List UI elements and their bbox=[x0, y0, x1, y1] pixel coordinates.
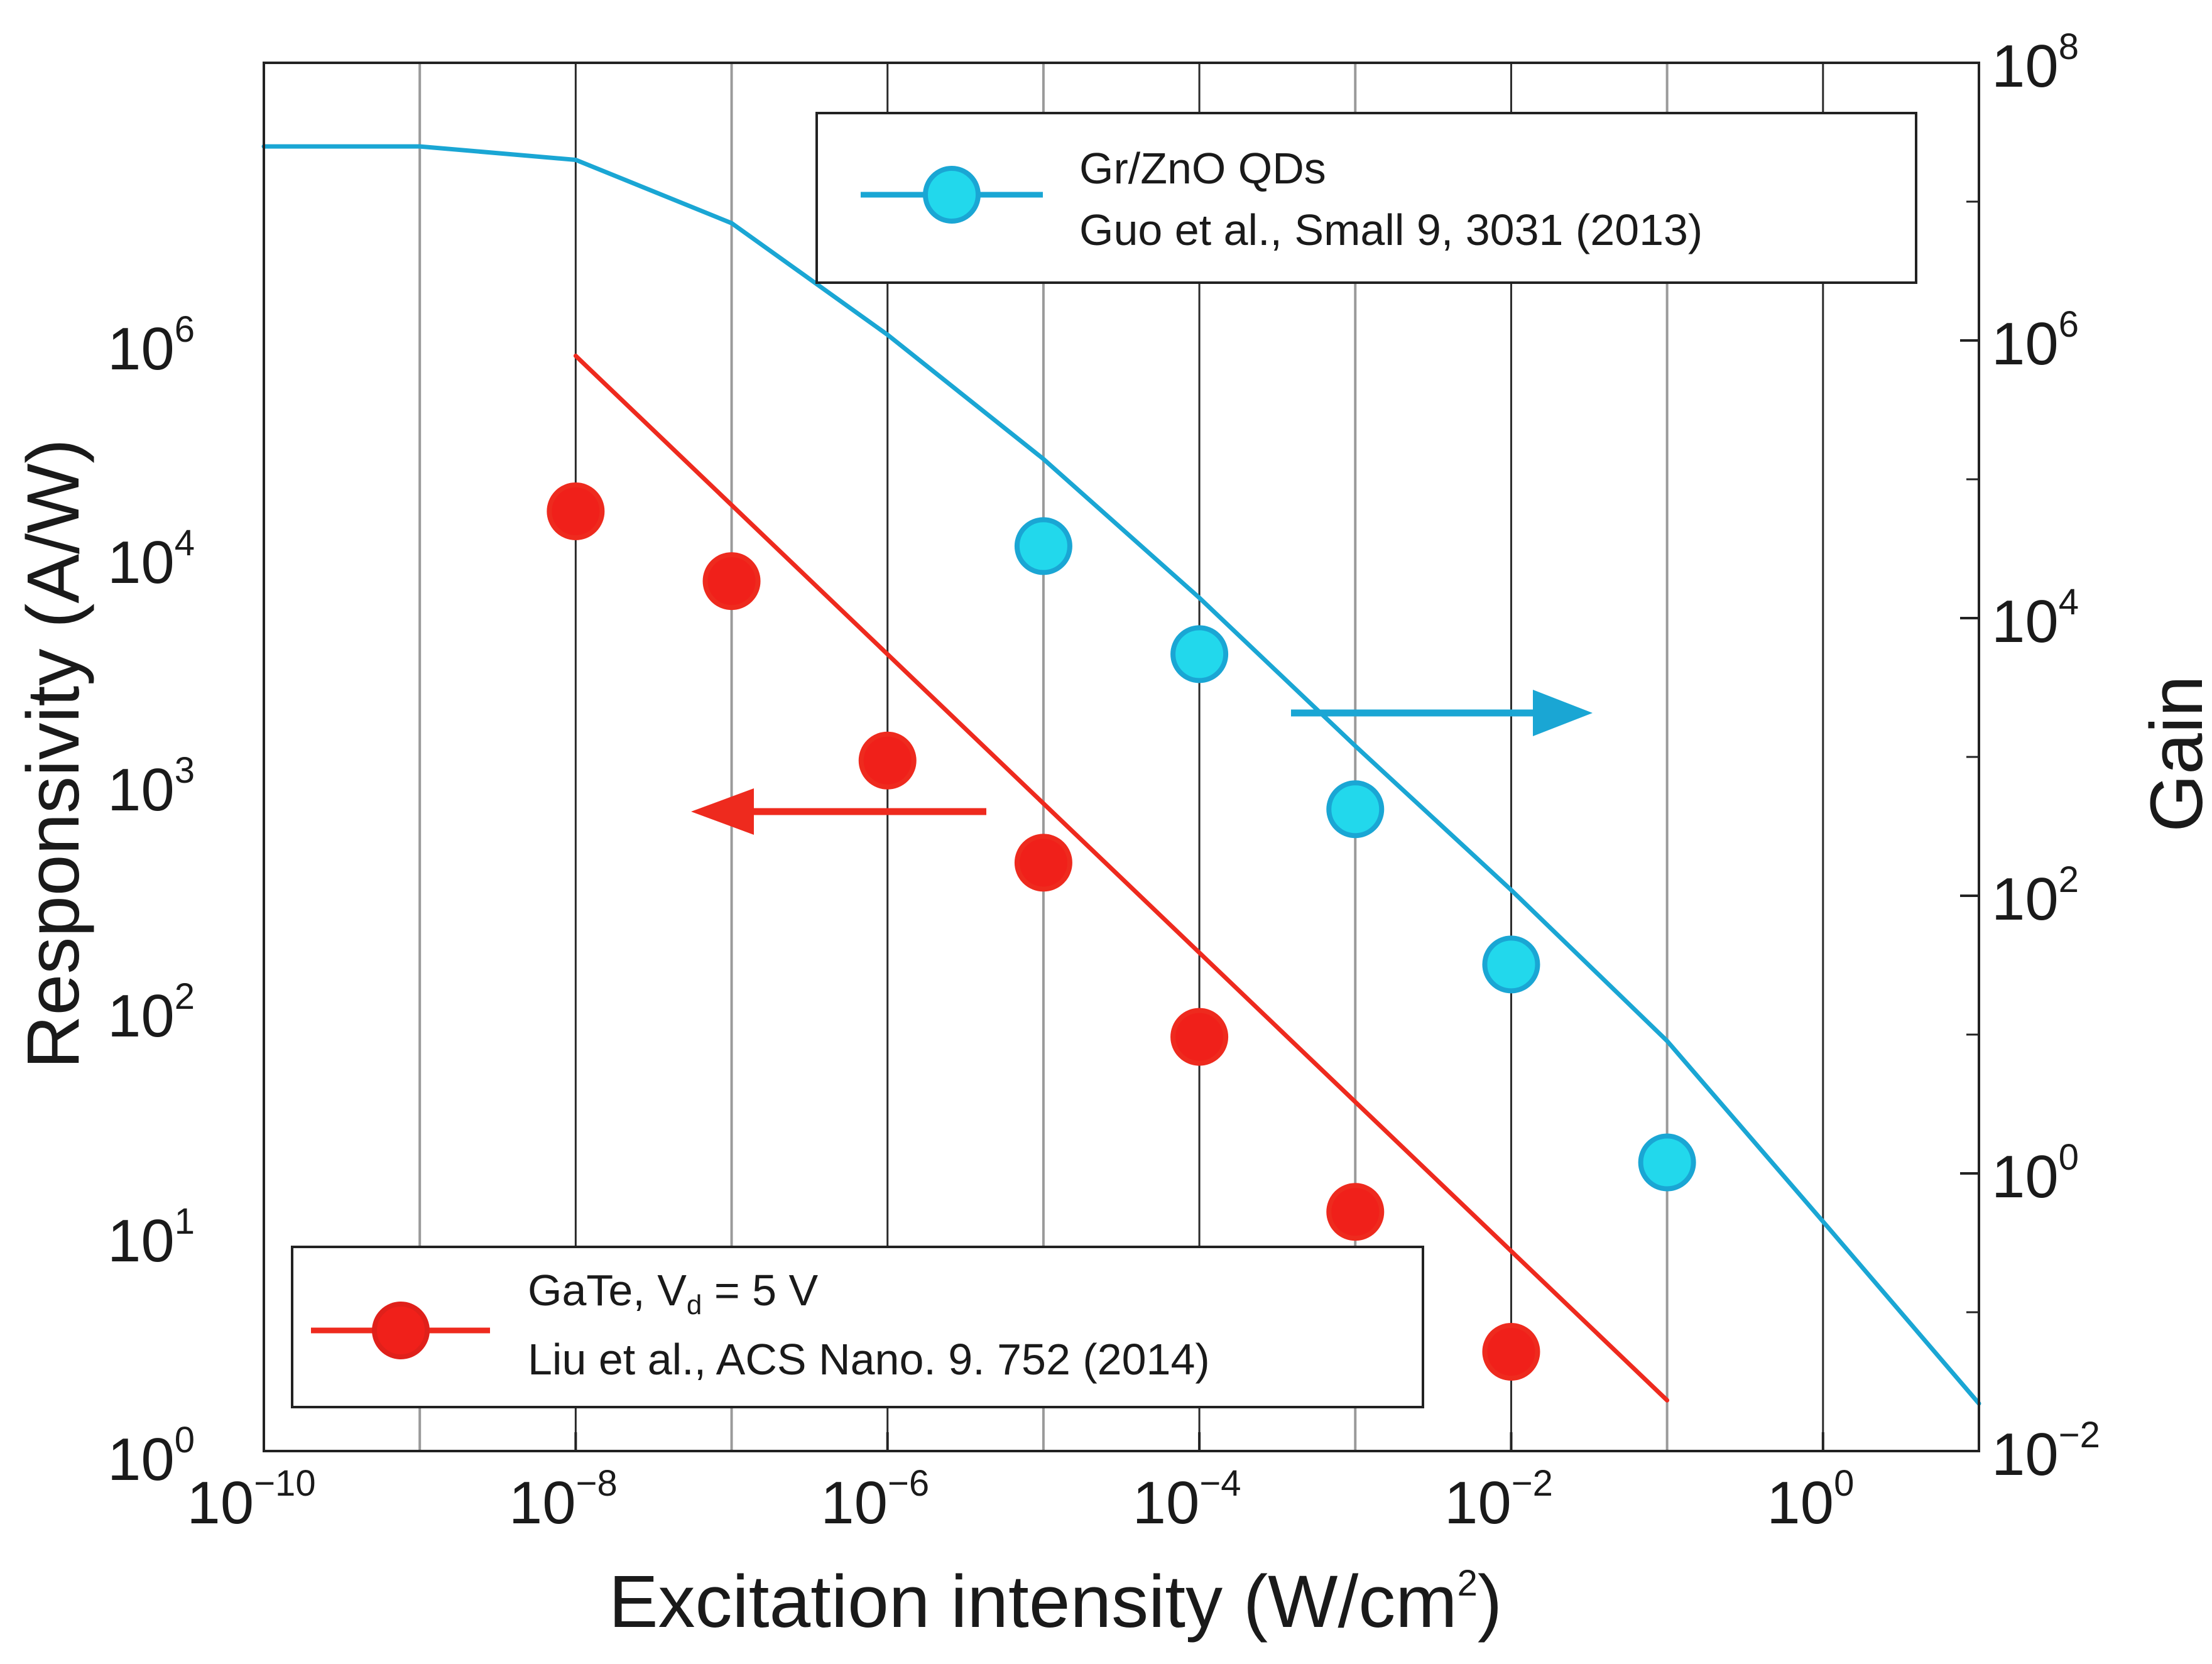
legend-gr-zno-box bbox=[815, 112, 1917, 284]
y2-axis-label: Gain bbox=[2135, 675, 2212, 832]
data-point-series-0 bbox=[1638, 1133, 1696, 1192]
data-point-series-1 bbox=[1170, 1008, 1229, 1066]
x-axis-label-main: Excitation intensity (W/cm bbox=[609, 1560, 1457, 1643]
arrow-left-responsivity bbox=[691, 788, 986, 835]
y-tick-label: 106 bbox=[107, 309, 195, 383]
y-tick-label: 101 bbox=[107, 1201, 195, 1275]
legend-gr-zno-name: Gr/ZnO QDs bbox=[1079, 144, 1326, 193]
legend-gate-citation: Liu et al., ACS Nano. 9. 752 (2014) bbox=[528, 1335, 1210, 1384]
fit-curves bbox=[261, 144, 1981, 1406]
data-point-series-1 bbox=[1482, 1322, 1540, 1381]
y-tick-label: 104 bbox=[107, 523, 195, 596]
data-point-series-0 bbox=[1170, 625, 1229, 683]
x-tick-label: 10−2 bbox=[1444, 1463, 1553, 1536]
y2-tick-label: 10−2 bbox=[1991, 1415, 2100, 1488]
y-tick-label: 100 bbox=[107, 1420, 195, 1493]
x-axis-label-tail: ) bbox=[1478, 1560, 1502, 1643]
y2-tick-label: 100 bbox=[1991, 1137, 2079, 1210]
y-tick-label: 103 bbox=[107, 750, 195, 824]
x-tick-label: 10−8 bbox=[509, 1463, 618, 1536]
data-point-series-1 bbox=[858, 731, 917, 790]
data-point-series-0 bbox=[1482, 935, 1540, 994]
data-point-series-1 bbox=[547, 482, 605, 540]
legend-gate-name: GaTe, Vd = 5 V bbox=[528, 1266, 819, 1320]
arrow-right-gain bbox=[1291, 690, 1593, 736]
legend-gate-box bbox=[291, 1246, 1424, 1408]
x-tick-label: 10−4 bbox=[1133, 1463, 1241, 1536]
legend-gate: GaTe, Vd = 5 V Liu et al., ACS Nano. 9. … bbox=[291, 1246, 1424, 1408]
x-axis-label: Excitation intensity (W/cm2) bbox=[609, 1560, 1502, 1643]
y2-tick-label: 106 bbox=[1991, 304, 2079, 378]
data-point-series-0 bbox=[1014, 517, 1072, 575]
data-point-series-1 bbox=[1014, 834, 1072, 892]
fit-line-series-0 bbox=[261, 144, 1981, 1406]
y-axis-label: Responsivity (A/W) bbox=[12, 438, 95, 1069]
y2-tick-label: 104 bbox=[1991, 582, 2079, 655]
y2-tick-label: 102 bbox=[1991, 859, 2079, 933]
legend-gate-marker bbox=[372, 1302, 430, 1359]
data-point-series-0 bbox=[1326, 780, 1385, 839]
tick-labels: 10−10 10−8 10−6 10−4 10−2 100 100 101 102 103 104 1… bbox=[107, 26, 2100, 1536]
x-tick-label: 10−10 bbox=[187, 1463, 315, 1536]
data-points bbox=[547, 482, 1696, 1381]
x-axis-label-sup: 2 bbox=[1457, 1563, 1478, 1604]
y-tick-label: 102 bbox=[107, 976, 195, 1050]
fit-line-series-1 bbox=[573, 354, 1670, 1403]
data-point-series-1 bbox=[1326, 1183, 1385, 1241]
plot-background bbox=[264, 63, 1979, 1451]
legend-gr-zno: Gr/ZnO QDs Guo et al., Small 9, 3031 (20… bbox=[815, 112, 1917, 284]
legend-gate-name-tail: = 5 V bbox=[702, 1266, 818, 1315]
x-tick-label: 10−6 bbox=[820, 1463, 929, 1536]
legend-gr-zno-marker bbox=[923, 166, 981, 224]
data-point-series-1 bbox=[702, 552, 761, 611]
legend-gate-name-sub: d bbox=[687, 1290, 702, 1320]
legend-gate-name-main: GaTe, V bbox=[528, 1266, 687, 1315]
x-tick-label: 100 bbox=[1767, 1463, 1854, 1536]
y2-tick-label: 108 bbox=[1991, 26, 2079, 100]
axis-ticks bbox=[263, 62, 1979, 1452]
legend-gr-zno-citation: Guo et al., Small 9, 3031 (2013) bbox=[1079, 205, 1703, 254]
